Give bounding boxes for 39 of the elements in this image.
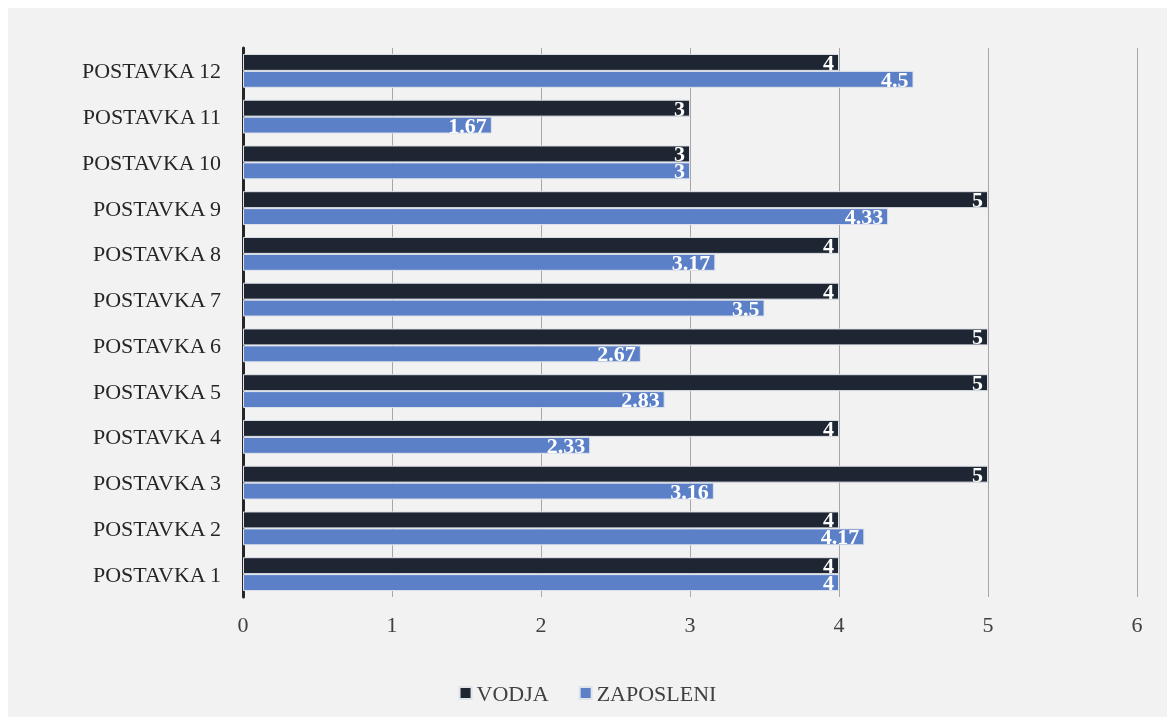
x-tick-label: 2 (535, 611, 547, 637)
data-label: 3 (674, 95, 685, 121)
data-label: 3.16 (670, 478, 709, 504)
y-tick-label: POSTAVKA 5 (92, 378, 221, 404)
data-label: 4 (823, 415, 834, 441)
y-tick-label: POSTAVKA 9 (92, 195, 221, 221)
y-tick-label: POSTAVKA 11 (82, 104, 221, 130)
data-label: 5 (972, 370, 983, 396)
data-label: 4 (823, 232, 834, 258)
data-label: 4 (823, 49, 834, 75)
x-tick-label: 5 (982, 611, 994, 637)
data-label: 4.33 (844, 204, 884, 230)
y-tick-label: POSTAVKA 8 (92, 241, 221, 267)
data-label: 5 (972, 324, 983, 350)
y-tick-label: POSTAVKA 2 (92, 515, 221, 541)
y-tick-label: POSTAVKA 12 (81, 58, 221, 84)
data-label: 5 (972, 187, 983, 213)
x-tick-label: 3 (684, 611, 696, 637)
y-tick-label: POSTAVKA 10 (81, 149, 221, 175)
y-tick-label: POSTAVKA 6 (92, 332, 221, 358)
data-label: 3.17 (671, 249, 711, 275)
x-tick-label: 6 (1131, 611, 1143, 637)
data-label: 2.67 (597, 341, 636, 367)
data-label: 4 (823, 278, 834, 304)
y-tick-label: POSTAVKA 1 (92, 561, 221, 587)
legend-label: VODJA (476, 680, 549, 706)
data-label: 3.5 (732, 295, 760, 321)
x-tick-label: 0 (237, 611, 249, 637)
y-tick-label: POSTAVKA 7 (92, 287, 221, 313)
data-label: 5 (972, 461, 983, 487)
data-label: 2.33 (546, 432, 586, 458)
x-tick-label: 1 (386, 611, 398, 637)
data-label: 4.5 (881, 66, 909, 92)
x-tick-label: 4 (833, 611, 845, 637)
y-tick-label: POSTAVKA 4 (92, 424, 221, 450)
y-tick-label: POSTAVKA 3 (92, 470, 221, 496)
legend-label: ZAPOSLENI (596, 680, 717, 706)
data-label: 2.83 (621, 387, 660, 413)
data-label: 1.67 (448, 112, 487, 138)
